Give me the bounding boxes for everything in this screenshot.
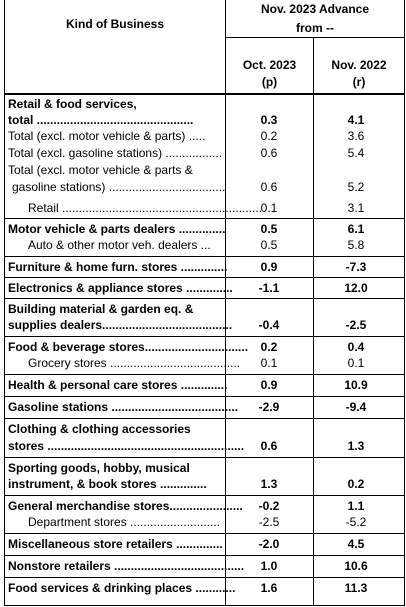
nov-value: 0.4	[347, 340, 365, 354]
row-divider	[5, 396, 404, 397]
nov-value: 1.1	[347, 499, 365, 513]
row-label: Miscellaneous store retailers ..........…	[8, 537, 223, 551]
row-divider	[5, 418, 404, 419]
nov-value: 10.9	[344, 378, 368, 392]
oct-value: -0.2	[258, 499, 280, 513]
oct-value: 0.6	[260, 146, 278, 160]
nov-value: 5.2	[347, 180, 365, 194]
row-label: Furniture & home furn. stores ..........…	[8, 260, 228, 274]
nov-value: -7.3	[345, 260, 367, 274]
nov-value: 4.1	[347, 113, 365, 127]
oct-value: -2.5	[258, 515, 280, 529]
sales-table: Kind of Business Nov. 2023 Advance from …	[4, 0, 405, 606]
oct-value: 0.5	[260, 238, 278, 252]
row-divider	[5, 218, 404, 219]
row-label: Total (excl. motor vehicle & parts &	[8, 163, 193, 177]
col-divider-2	[313, 37, 314, 605]
nov-value: -5.2	[345, 515, 367, 529]
oct-value: 0.1	[260, 201, 278, 215]
row-label: Department stores ......................…	[28, 515, 221, 529]
row-label: Food services & drinking places ........…	[8, 581, 236, 595]
row-label: gasoline stations) .....................…	[12, 180, 226, 194]
nov-value: 5.8	[347, 238, 365, 252]
oct-value: 0.5	[260, 222, 278, 236]
nov-value: 11.3	[344, 581, 368, 595]
oct-value: -0.4	[258, 318, 280, 332]
nov-value: 0.2	[347, 477, 365, 491]
row-label: Clothing & clothing accessories	[8, 422, 191, 436]
row-label: supplies dealers........................…	[8, 318, 233, 332]
col2-sub: (r)	[352, 75, 366, 89]
oct-value: -2.9	[258, 400, 280, 414]
col1-header: Oct. 2023	[242, 58, 297, 72]
oct-value: 0.9	[260, 260, 278, 274]
row-label: Sporting goods, hobby, musical	[8, 461, 190, 475]
row-label: Building material & garden eq. &	[8, 302, 194, 316]
oct-value: 0.2	[260, 129, 278, 143]
nov-value: 0.1	[347, 356, 365, 370]
oct-value: -1.1	[258, 281, 280, 295]
row-label: Health & personal care stores ..........…	[8, 378, 228, 392]
row-label: Nonstore retailers .....................…	[8, 559, 245, 573]
oct-value: 0.3	[260, 113, 278, 127]
oct-value: -2.0	[258, 537, 280, 551]
row-divider	[5, 336, 404, 337]
row-label: Total (excl. gasoline stations) ........…	[8, 146, 223, 160]
nov-value: 6.1	[347, 222, 365, 236]
nov-value: 1.3	[347, 439, 365, 453]
nov-value: -2.5	[345, 318, 367, 332]
header-bottom-line	[5, 93, 404, 95]
row-divider	[5, 256, 404, 257]
header-from: from --	[296, 21, 334, 35]
row-label: Auto & other motor veh. dealers ...	[28, 238, 211, 252]
oct-value: 0.6	[260, 180, 278, 194]
nov-value: 4.5	[347, 537, 365, 551]
header-kind: Kind of Business	[65, 17, 164, 31]
oct-value: 0.6	[260, 439, 278, 453]
row-label: Retail .................................…	[28, 201, 263, 215]
nov-value: 10.6	[344, 559, 368, 573]
oct-value: 1.6	[260, 581, 278, 595]
header-advance: Nov. 2023 Advance	[260, 2, 370, 16]
row-divider	[5, 277, 404, 278]
row-label: Motor vehicle & parts dealers ..........…	[8, 222, 226, 236]
row-label: Grocery stores .........................…	[28, 356, 241, 370]
col1-sub: (p)	[261, 75, 278, 89]
row-label: Retail & food services,	[8, 97, 137, 111]
row-label: Total (excl. motor vehicle & parts) ....…	[8, 129, 206, 143]
row-label: Gasoline stations ......................…	[8, 400, 239, 414]
row-label: Electronics & appliance stores .........…	[8, 281, 233, 295]
row-divider	[5, 374, 404, 375]
nov-value: 3.6	[347, 129, 365, 143]
oct-value: 0.9	[260, 378, 278, 392]
row-label: total ..................................…	[8, 113, 194, 127]
row-divider	[5, 457, 404, 458]
col2-header: Nov. 2022	[331, 58, 387, 72]
row-label: instrument, & book stores ..............	[8, 477, 207, 491]
nov-value: 12.0	[344, 281, 368, 295]
oct-value: 1.3	[260, 477, 278, 491]
oct-value: 0.2	[260, 340, 278, 354]
oct-value: 1.0	[260, 559, 278, 573]
row-label: stores .................................…	[8, 439, 245, 453]
nov-value: 5.4	[347, 146, 365, 160]
row-divider	[5, 555, 404, 556]
nov-value: 3.1	[347, 201, 365, 215]
header-divider	[225, 37, 404, 38]
row-divider	[5, 533, 404, 534]
nov-value: -9.4	[345, 400, 367, 414]
row-divider	[5, 577, 404, 578]
row-divider	[5, 298, 404, 299]
oct-value: 0.1	[260, 356, 278, 370]
row-label: Food & beverage stores..................…	[8, 340, 249, 354]
col-divider-1	[225, 0, 226, 605]
row-label: General merchandise stores..............…	[8, 499, 243, 513]
row-divider	[5, 495, 404, 496]
